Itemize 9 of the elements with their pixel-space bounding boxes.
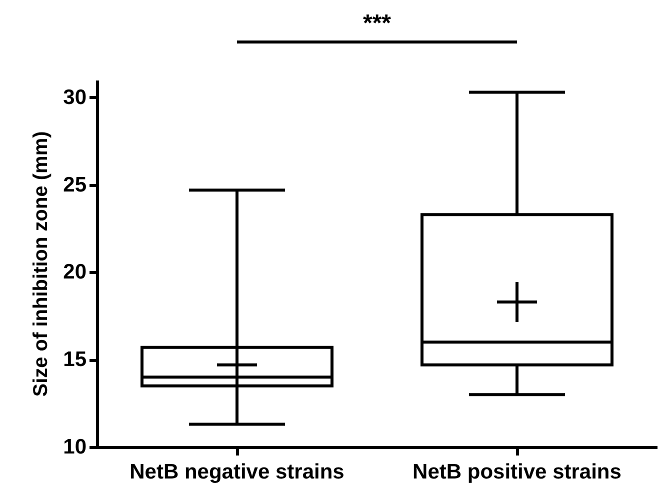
y-tick-label: 30 xyxy=(63,86,86,109)
y-axis-title: Size of inhibition zone (mm) xyxy=(30,131,52,397)
x-tick-label: NetB positive strains xyxy=(412,460,622,484)
y-tick-label: 20 xyxy=(63,260,86,284)
x-tick-label: NetB negative strains xyxy=(130,460,344,484)
y-tick-label: 15 xyxy=(63,348,87,372)
y-tick-label: 10 xyxy=(63,436,86,458)
text: *** xyxy=(362,10,392,37)
y-tick-label: 25 xyxy=(63,173,87,196)
